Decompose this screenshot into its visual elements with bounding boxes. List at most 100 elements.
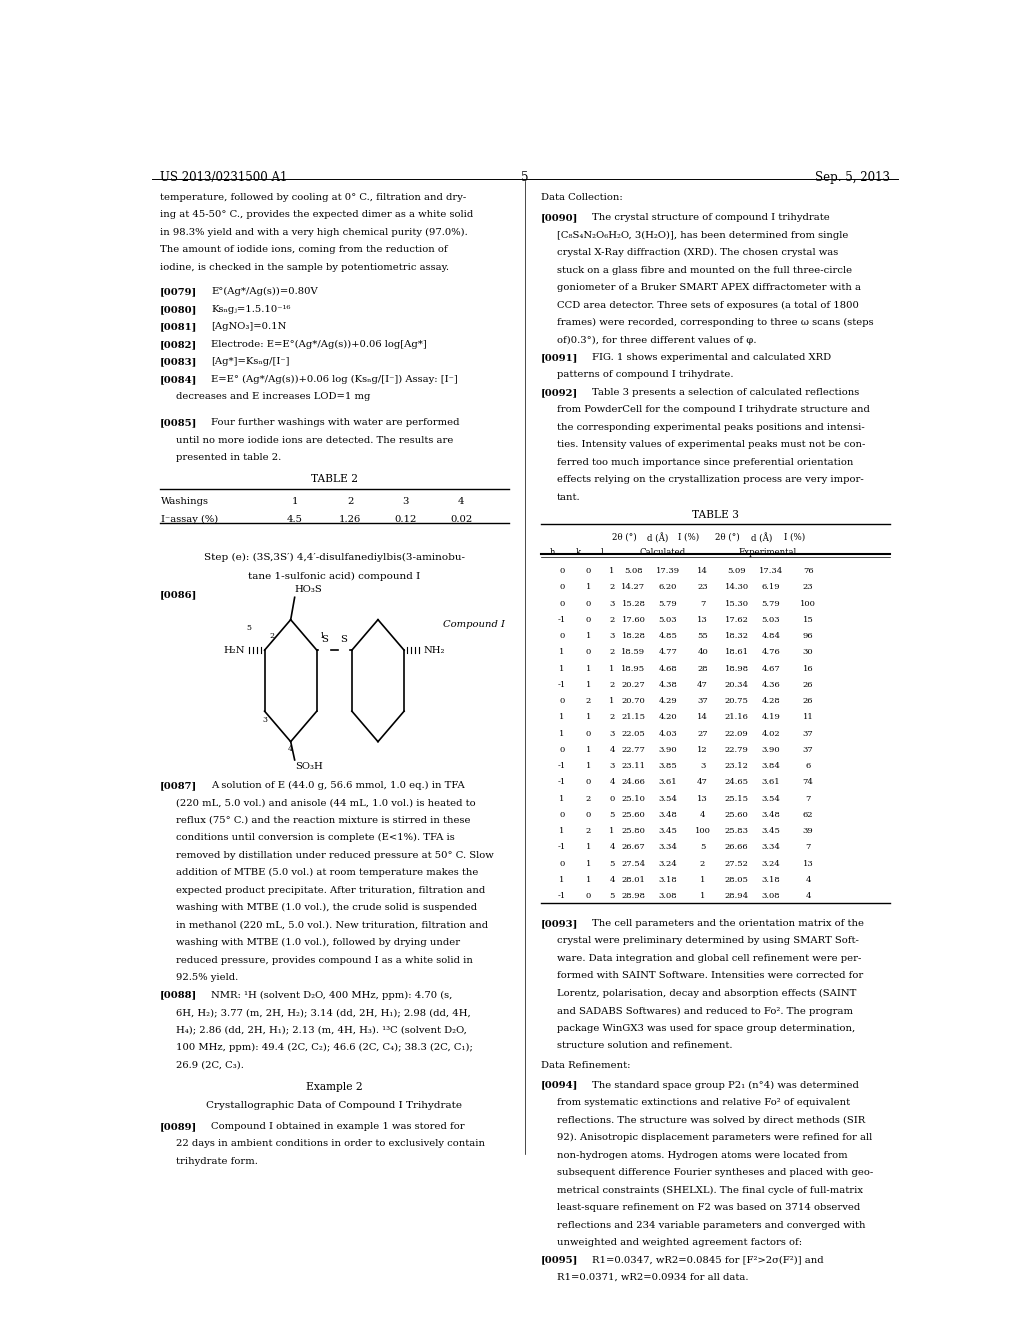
Text: Sep. 5, 2013: Sep. 5, 2013 (815, 170, 890, 183)
Text: Table 3 presents a selection of calculated reflections: Table 3 presents a selection of calculat… (592, 388, 859, 397)
Text: 55: 55 (697, 632, 708, 640)
Text: 28.05: 28.05 (725, 876, 749, 884)
Text: 1: 1 (586, 632, 591, 640)
Text: goniometer of a Bruker SMART APEX diffractometer with a: goniometer of a Bruker SMART APEX diffra… (557, 282, 860, 292)
Text: 2: 2 (700, 859, 706, 867)
Text: 37: 37 (697, 697, 708, 705)
Text: -1: -1 (558, 762, 566, 770)
Text: 1: 1 (609, 665, 614, 673)
Text: 4: 4 (609, 843, 614, 851)
Text: Lorentz, polarisation, decay and absorption effects (SAINT: Lorentz, polarisation, decay and absorpt… (557, 989, 856, 998)
Text: 3: 3 (609, 730, 614, 738)
Text: [0095]: [0095] (541, 1255, 578, 1265)
Text: -1: -1 (558, 843, 566, 851)
Text: [0090]: [0090] (541, 213, 578, 222)
Text: Four further washings with water are performed: Four further washings with water are per… (211, 418, 460, 428)
Text: I⁻assay (%): I⁻assay (%) (162, 515, 218, 524)
Text: 3.18: 3.18 (762, 876, 780, 884)
Text: 1: 1 (609, 828, 614, 836)
Text: 3.61: 3.61 (658, 779, 677, 787)
Text: formed with SAINT Software. Intensities were corrected for: formed with SAINT Software. Intensities … (557, 972, 863, 981)
Text: iodine, is checked in the sample by potentiometric assay.: iodine, is checked in the sample by pote… (160, 263, 449, 272)
Text: TABLE 3: TABLE 3 (692, 511, 738, 520)
Text: Step (e): (3S,3S′) 4,4′-disulfanediylbis(3-aminobu-: Step (e): (3S,3S′) 4,4′-disulfanediylbis… (204, 553, 465, 562)
Text: 4.36: 4.36 (762, 681, 780, 689)
Text: 0: 0 (586, 730, 591, 738)
Text: 25.60: 25.60 (622, 810, 645, 818)
Text: 5.09: 5.09 (727, 568, 746, 576)
Text: temperature, followed by cooling at 0° C., filtration and dry-: temperature, followed by cooling at 0° C… (160, 193, 466, 202)
Text: US 2013/0231500 A1: US 2013/0231500 A1 (160, 170, 287, 183)
Text: Crystallographic Data of Compound I Trihydrate: Crystallographic Data of Compound I Trih… (207, 1101, 463, 1110)
Text: 3.24: 3.24 (762, 859, 780, 867)
Text: 1: 1 (559, 648, 565, 656)
Text: 1: 1 (586, 713, 591, 722)
Text: [0085]: [0085] (160, 418, 197, 428)
Text: 28: 28 (697, 665, 708, 673)
Text: 14.27: 14.27 (622, 583, 645, 591)
Text: Calculated: Calculated (640, 548, 686, 557)
Text: 14: 14 (697, 568, 708, 576)
Text: 1: 1 (559, 828, 565, 836)
Text: 25.10: 25.10 (622, 795, 645, 803)
Text: H₄); 2.86 (dd, 2H, H₁); 2.13 (m, 4H, H₃). ¹³C (solvent D₂O,: H₄); 2.86 (dd, 2H, H₁); 2.13 (m, 4H, H₃)… (176, 1026, 467, 1035)
Text: 13: 13 (697, 795, 708, 803)
Text: 0: 0 (559, 697, 564, 705)
Text: 0: 0 (559, 599, 564, 607)
Text: 4: 4 (288, 744, 293, 752)
Text: k: k (577, 548, 582, 557)
Text: the corresponding experimental peaks positions and intensi-: the corresponding experimental peaks pos… (557, 422, 864, 432)
Text: 12: 12 (697, 746, 708, 754)
Text: in methanol (220 mL, 5.0 vol.). New trituration, filtration and: in methanol (220 mL, 5.0 vol.). New trit… (176, 921, 487, 929)
Text: [0088]: [0088] (160, 991, 197, 999)
Text: non-hydrogen atoms. Hydrogen atoms were located from: non-hydrogen atoms. Hydrogen atoms were … (557, 1151, 847, 1160)
Text: 1: 1 (559, 713, 565, 722)
Text: patterns of compound I trihydrate.: patterns of compound I trihydrate. (557, 371, 733, 379)
Text: 22.77: 22.77 (622, 746, 645, 754)
Text: 2: 2 (586, 795, 591, 803)
Text: 100 MHz, ppm): 49.4 (2C, C₂); 46.6 (2C, C₄); 38.3 (2C, C₁);: 100 MHz, ppm): 49.4 (2C, C₂); 46.6 (2C, … (176, 1043, 472, 1052)
Text: 1: 1 (559, 795, 565, 803)
Text: decreases and E increases LOD=1 mg: decreases and E increases LOD=1 mg (176, 392, 370, 401)
Text: -1: -1 (558, 616, 566, 624)
Text: 4: 4 (609, 876, 614, 884)
Text: 1: 1 (699, 876, 706, 884)
Text: crystal X-Ray diffraction (XRD). The chosen crystal was: crystal X-Ray diffraction (XRD). The cho… (557, 248, 838, 257)
Text: 25.60: 25.60 (725, 810, 749, 818)
Text: 1: 1 (699, 892, 706, 900)
Text: 4.28: 4.28 (762, 697, 780, 705)
Text: [0092]: [0092] (541, 388, 578, 397)
Text: Ksₙgⱼ=1.5.10⁻¹⁶: Ksₙgⱼ=1.5.10⁻¹⁶ (211, 305, 291, 314)
Text: 18.59: 18.59 (622, 648, 645, 656)
Text: 3.08: 3.08 (762, 892, 780, 900)
Text: [0091]: [0091] (541, 352, 578, 362)
Text: package WinGX3 was used for space group determination,: package WinGX3 was used for space group … (557, 1024, 855, 1032)
Text: 16: 16 (803, 665, 813, 673)
Text: SO₃H: SO₃H (295, 762, 323, 771)
Text: 0: 0 (586, 648, 591, 656)
Text: ferred too much importance since preferential orientation: ferred too much importance since prefere… (557, 458, 853, 467)
Text: 17.34: 17.34 (759, 568, 783, 576)
Text: FIG. 1 shows experimental and calculated XRD: FIG. 1 shows experimental and calculated… (592, 352, 831, 362)
Text: 92.5% yield.: 92.5% yield. (176, 973, 238, 982)
Text: 20.27: 20.27 (622, 681, 645, 689)
Text: from systematic extinctions and relative Fo² of equivalent: from systematic extinctions and relative… (557, 1098, 850, 1107)
Text: 3.54: 3.54 (762, 795, 780, 803)
Text: crystal were preliminary determined by using SMART Soft-: crystal were preliminary determined by u… (557, 936, 858, 945)
Text: 0: 0 (586, 568, 591, 576)
Text: 47: 47 (697, 681, 708, 689)
Text: tane 1-sulfonic acid) compound I: tane 1-sulfonic acid) compound I (248, 573, 421, 581)
Text: 4.68: 4.68 (658, 665, 677, 673)
Text: 5.79: 5.79 (658, 599, 677, 607)
Text: 1: 1 (609, 568, 614, 576)
Text: 76: 76 (803, 568, 813, 576)
Text: 27.54: 27.54 (622, 859, 645, 867)
Text: [0094]: [0094] (541, 1081, 578, 1090)
Text: 2: 2 (347, 498, 353, 506)
Text: structure solution and refinement.: structure solution and refinement. (557, 1041, 732, 1051)
Text: The amount of iodide ions, coming from the reduction of: The amount of iodide ions, coming from t… (160, 246, 447, 255)
Text: 2: 2 (609, 648, 614, 656)
Text: 1: 1 (586, 583, 591, 591)
Text: 5.79: 5.79 (762, 599, 780, 607)
Text: [C₈S₄N₂O₆H₂O, 3(H₂O)], has been determined from single: [C₈S₄N₂O₆H₂O, 3(H₂O)], has been determin… (557, 231, 848, 240)
